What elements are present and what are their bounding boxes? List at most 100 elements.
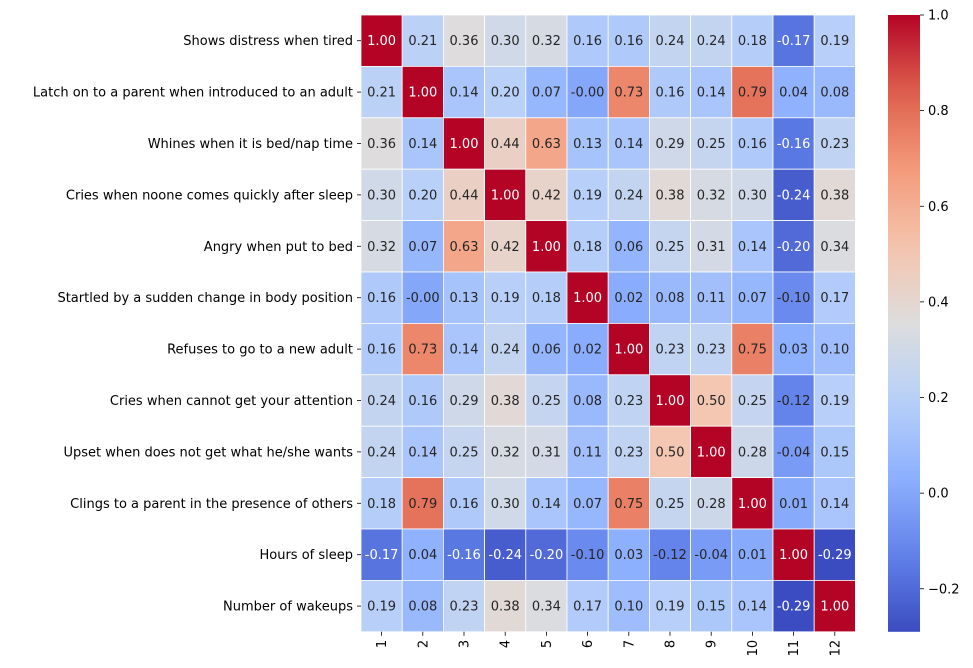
cell-value-label: 0.01	[738, 548, 767, 563]
cell-value-label: 0.13	[573, 137, 602, 152]
heatmap-cell	[649, 14, 692, 67]
heatmap-cell	[649, 528, 692, 581]
cell-value-label: 0.18	[532, 291, 561, 306]
colorbar-tick-label: 0.4	[928, 295, 949, 310]
heatmap-cell	[360, 528, 403, 581]
heatmap-cell	[690, 322, 733, 376]
cell-value-label: 0.31	[532, 445, 561, 460]
cell-value-label: 0.21	[367, 86, 396, 101]
cell-value-label: 0.16	[614, 34, 643, 49]
cell-value-label: 0.18	[573, 240, 602, 255]
cell-value-label: 0.19	[820, 394, 849, 409]
heatmap-cell	[525, 477, 568, 530]
cell-value-label: -0.20	[777, 240, 811, 255]
cell-value-label: 0.14	[738, 600, 767, 615]
cell-value-label: 0.79	[408, 497, 437, 512]
heatmap-cell	[360, 322, 403, 376]
heatmap-cell	[690, 271, 733, 324]
cell-value-label: 0.32	[367, 240, 396, 255]
cell-value-label: 0.24	[656, 34, 685, 49]
heatmap-cell	[401, 425, 444, 479]
row-label: Angry when put to bed	[204, 240, 353, 255]
cell-value-label: 0.14	[408, 137, 437, 152]
heatmap-cell	[607, 168, 650, 221]
colorbar: −0.2 0.0 0.2 0.4 0.6 0.8 1.0	[888, 9, 960, 632]
heatmap-cell	[360, 168, 403, 221]
cell-value-label: 0.75	[738, 343, 767, 358]
cell-value-label: -0.10	[571, 548, 605, 563]
heatmap-cell	[442, 374, 485, 427]
cell-value-label: 0.28	[738, 445, 767, 460]
heatmap-cell	[525, 66, 568, 119]
cell-value-label: 0.73	[408, 343, 437, 358]
cell-value-label: 0.24	[614, 188, 643, 203]
heatmap-cell	[442, 220, 485, 273]
heatmap-cell	[813, 477, 856, 530]
cell-value-label: 0.15	[697, 600, 726, 615]
heatmap-cell	[772, 477, 815, 530]
heatmap-cell	[731, 580, 774, 633]
heatmap-cell	[442, 528, 485, 581]
cell-value-label: 0.16	[738, 137, 767, 152]
cell-value-label: 0.19	[367, 600, 396, 615]
cell-value-label: 0.17	[573, 600, 602, 615]
cell-value-label: 0.14	[820, 497, 849, 512]
cell-value-label: 0.15	[820, 445, 849, 460]
cell-value-label: 0.34	[532, 600, 561, 615]
heatmap-cell	[772, 374, 815, 427]
column-label: 4	[499, 640, 514, 648]
cell-value-label: 0.23	[656, 343, 685, 358]
cell-value-label: 0.20	[491, 86, 520, 101]
heatmap-cell	[401, 66, 444, 119]
heatmap-cell	[401, 14, 444, 67]
cell-value-label: 0.25	[450, 445, 479, 460]
cell-value-label: 0.44	[491, 137, 520, 152]
column-label: 11	[787, 640, 802, 657]
cell-value-label: 0.14	[614, 137, 643, 152]
cell-value-label: 0.32	[491, 445, 520, 460]
cell-value-label: 0.14	[450, 343, 479, 358]
cell-value-label: 0.07	[738, 291, 767, 306]
heatmap-cell	[813, 580, 856, 633]
heatmap-cell	[649, 271, 692, 324]
cell-value-label: 0.25	[532, 394, 561, 409]
cell-value-label: 0.16	[450, 497, 479, 512]
cell-value-label: 0.42	[532, 188, 561, 203]
colorbar-tick-label: 0.2	[928, 391, 949, 406]
cell-value-label: -0.16	[447, 548, 481, 563]
cell-value-label: 1.00	[820, 600, 849, 615]
heatmap-cell	[401, 580, 444, 633]
cell-value-label: 0.18	[367, 497, 396, 512]
heatmap-cell	[360, 117, 403, 170]
cell-value-label: -0.16	[777, 137, 811, 152]
heatmap-cell	[813, 425, 856, 479]
colorbar-tick-label: 0.0	[928, 487, 949, 502]
column-label: 9	[705, 640, 720, 648]
heatmap-cells: 1.00 0.21 0.36 0.30 0.32 0.16 0.16 0.24 0.24 0.18…	[360, 14, 856, 633]
heatmap-cell	[566, 425, 609, 479]
heatmap-cell	[772, 580, 815, 633]
cell-value-label: 0.38	[491, 394, 520, 409]
cell-value-label: 0.02	[614, 291, 643, 306]
cell-value-label: 0.38	[820, 188, 849, 203]
cell-value-label: 0.24	[491, 343, 520, 358]
cell-value-label: 0.08	[573, 394, 602, 409]
heatmap-cell	[566, 66, 609, 119]
colorbar-gradient	[888, 15, 920, 632]
row-labels: Shows distress when tired Latch on to a p…	[33, 34, 361, 615]
heatmap-cell	[772, 220, 815, 273]
cell-value-label: 0.63	[532, 137, 561, 152]
heatmap-cell	[401, 528, 444, 581]
heatmap-cell	[649, 66, 692, 119]
heatmap-cell	[360, 374, 403, 427]
cell-value-label: 0.16	[573, 34, 602, 49]
heatmap-cell	[607, 322, 650, 376]
heatmap-cell	[360, 425, 403, 479]
cell-value-label: 0.36	[367, 137, 396, 152]
cell-value-label: 0.34	[820, 240, 849, 255]
heatmap-cell	[442, 168, 485, 221]
heatmap-cell	[772, 168, 815, 221]
heatmap-cell	[442, 425, 485, 479]
heatmap-cell	[607, 374, 650, 427]
cell-value-label: 0.25	[656, 497, 685, 512]
